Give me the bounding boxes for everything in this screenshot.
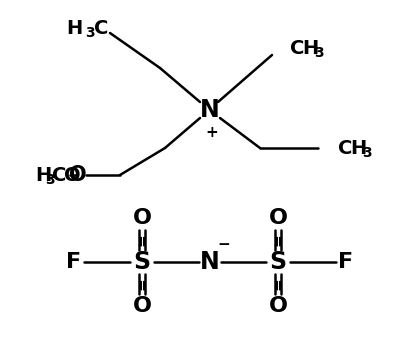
Text: 3: 3 [45, 173, 55, 187]
Text: +: + [205, 125, 218, 139]
Text: N: N [200, 98, 220, 122]
Text: C: C [289, 39, 304, 58]
Text: =: = [134, 278, 149, 290]
Text: O: O [268, 208, 287, 228]
Text: O: O [64, 166, 81, 185]
Text: =: = [134, 234, 149, 246]
Text: N: N [200, 250, 220, 274]
Text: H: H [301, 39, 318, 58]
Text: C: C [337, 138, 352, 158]
Text: 3: 3 [85, 26, 94, 40]
Text: H: H [66, 18, 83, 37]
Text: H: H [349, 138, 365, 158]
Text: 3: 3 [313, 46, 323, 60]
Text: −: − [217, 237, 230, 252]
Text: O: O [132, 208, 151, 228]
Text: 3: 3 [361, 146, 371, 160]
Text: =: = [270, 234, 285, 246]
Text: O: O [132, 296, 151, 316]
Text: F: F [338, 252, 353, 272]
Text: C: C [94, 18, 108, 37]
Text: O: O [69, 165, 87, 185]
Text: S: S [133, 250, 150, 274]
Text: S: S [269, 250, 286, 274]
Text: F: F [66, 252, 81, 272]
Text: =: = [270, 278, 285, 290]
Text: O: O [268, 296, 287, 316]
Text: C: C [52, 166, 66, 185]
Text: H: H [35, 166, 51, 185]
